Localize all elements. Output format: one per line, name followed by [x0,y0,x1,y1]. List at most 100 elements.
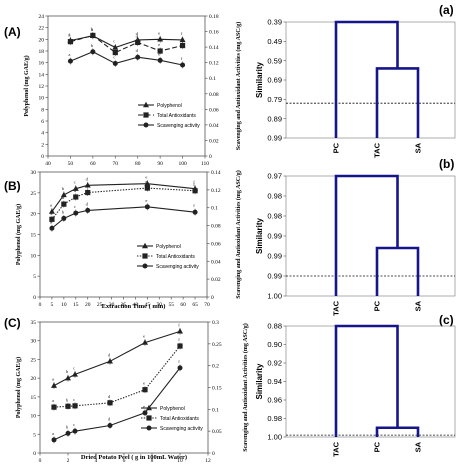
x-tick-label: 80 [135,161,141,167]
y-tick-label: 4 [41,131,44,137]
y2-tick-label: 0.1 [211,206,218,212]
y-tick-label: 16 [39,61,45,67]
y2-tick-label: 0.25 [212,342,222,348]
y-tick-label: 0.99 [267,252,282,261]
x-tick-label: 55 [168,302,174,308]
y2-tick-label: 0.14 [209,45,219,51]
point-letter-label: f [181,31,183,36]
x-tick-label: 90 [157,161,163,167]
x-tick-label: 2 [67,458,70,464]
x-tick-label: 10 [61,302,67,308]
y-tick-label: 30 [31,339,37,345]
data-point [51,437,57,443]
x-tick-label: 40 [133,302,139,308]
legend-label: Polyphenol [160,406,185,412]
y-tick-label: 1.00 [267,433,282,442]
leaf-label: PC [332,142,341,153]
point-letter-label: c [73,397,75,402]
series-line-3 [70,51,183,66]
y-tick-label: 20 [31,376,37,382]
point-letter-label: e [143,334,145,339]
y2-axis-title: Scavenging and Antioxidant Activities (m… [242,323,249,452]
y2-tick-label: 0.3 [212,320,219,326]
y2-tick-label: 0 [211,295,214,301]
legend-marker [143,112,149,118]
y-tick-label: 0.69 [267,76,282,85]
y-tick-label: 35 [31,320,37,326]
plot-frame [285,325,456,438]
x-tick-label: 40 [45,161,51,167]
dendrogram-outer-link [334,174,399,296]
point-letter-label: f [193,180,195,185]
dendrogram-panel-1: (a) 0.39 0.49 0.59 0.69 0.79 0.89 0.99 Similarit… [255,3,456,158]
y-tick-label: 0.99 [267,134,282,143]
point-letter-label: e [143,404,145,409]
data-point [142,410,148,416]
panel-tag: (B) [4,179,21,193]
data-point [135,54,141,60]
dendrogram-panel-3: (c) 0.88 0.90 0.92 0.94 0.96 0.98 1.00 Similarit… [255,313,456,457]
point-letter-label: b [66,397,69,402]
y-tick-label: 0.96 [267,396,282,405]
data-point [85,189,91,196]
data-point [90,49,96,55]
x-tick-label: 50 [157,302,163,308]
panel-tag: (b) [439,157,454,171]
x-tick-label: 4 [95,458,98,464]
x-tick-label: 35 [121,302,127,308]
point-letter-label: e [158,51,160,56]
data-point [72,371,78,377]
y-tick-label: 18 [39,49,45,55]
data-point [65,430,71,436]
panel-tag: (c) [439,313,454,327]
data-point [157,36,164,42]
y-tick-label: 25 [31,357,37,363]
plot-frame [39,321,209,454]
data-point [107,358,113,364]
y2-tick-label: 0.12 [209,61,219,67]
leaf-label: SA [414,142,423,153]
leaf-label: TAC [373,142,382,157]
point-letter-label: c [113,54,115,59]
legend-label: Polyphenol [156,244,181,250]
data-point [179,42,186,49]
x-tick-label: 0 [39,458,42,464]
line-panel-2: (B)0 5 10 15 20 25 30 35 40 45 50 55 60 65 70051015202… [4,170,242,310]
y-tick-label: 0.39 [267,18,282,27]
leaf-label: TAC [332,441,341,456]
data-point [112,49,118,56]
legend-label: Total Antioxidants [160,416,199,422]
point-letter-label: b [62,186,65,191]
x-tick-label: 0 [39,302,42,308]
y-tick-label: 0.99 [267,232,282,241]
x-tick-label: 70 [113,161,119,167]
point-letter-label: c [74,204,76,209]
y2-tick-label: 0.16 [209,30,219,36]
y2-tick-label: 0.08 [209,92,219,98]
point-letter-label: e [158,30,160,35]
dendrogram-inner-link [375,426,420,437]
y2-axis-title: Scavenging and Antioxidant Activities (m… [235,22,242,151]
y-axis-title: Polyphenol (mg GAE/g) [15,204,22,265]
y-tick-label: 14 [39,72,45,78]
y-tick-label: 0.99 [267,272,282,281]
y2-tick-label: 0.02 [211,277,221,283]
x-tick-label: 20 [85,302,91,308]
y-tick-label: 22 [39,26,45,32]
point-letter-label: e [145,179,147,184]
data-point [90,32,96,39]
data-point [51,382,57,388]
x-tick-label: 110 [201,161,209,167]
legend-label: Scavenging activity [160,426,203,432]
line-chart-panels: (A)40 50 60 70 80 90 100 1100246810121416182022… [4,14,249,464]
y-tick-label: 24 [39,14,45,20]
data-point [73,210,79,216]
point-letter-label: d [136,48,139,53]
y-tick-label: 0.98 [267,414,282,423]
data-point [60,191,67,198]
data-point [107,400,113,406]
x-axis-title: Extraction Time ( min) [102,303,166,310]
point-letter-label: f [193,203,195,208]
y-tick-label: 1.00 [267,292,282,301]
point-letter-label: c [74,180,76,185]
